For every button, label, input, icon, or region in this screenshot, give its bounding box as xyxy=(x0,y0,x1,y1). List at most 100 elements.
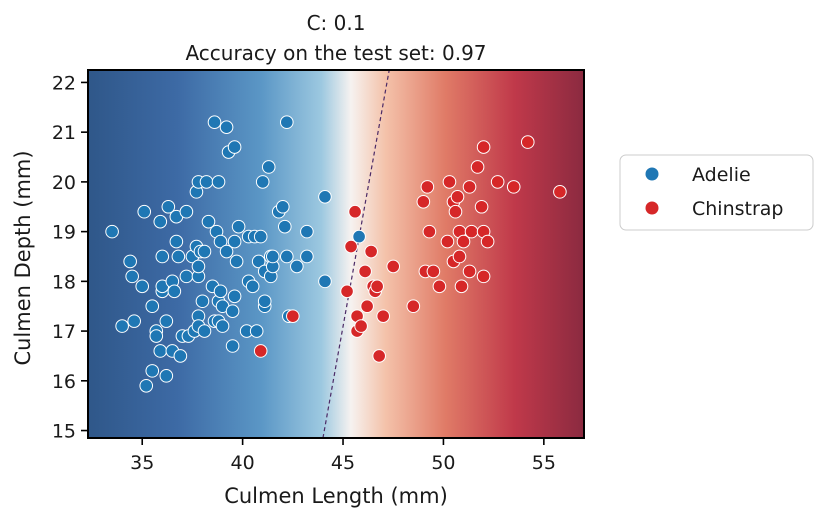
point-chinstrap xyxy=(360,299,374,314)
point-chinstrap xyxy=(476,140,491,154)
point-adelie xyxy=(159,369,174,383)
point-adelie xyxy=(300,224,314,239)
y-tick-label: 18 xyxy=(52,271,76,293)
point-chinstrap xyxy=(376,309,390,323)
point-chinstrap xyxy=(464,224,479,239)
point-adelie xyxy=(249,324,264,338)
point-adelie xyxy=(225,339,240,353)
plot-area xyxy=(87,69,585,439)
point-adelie xyxy=(155,249,170,264)
point-adelie xyxy=(219,120,234,134)
point-chinstrap xyxy=(476,269,491,284)
plot-frame xyxy=(87,69,585,439)
x-tick-label: 55 xyxy=(532,452,556,474)
point-adelie xyxy=(127,314,141,328)
point-chinstrap xyxy=(452,249,467,264)
y-tick-label: 21 xyxy=(52,122,76,144)
point-chinstrap xyxy=(416,194,431,209)
x-tick-label: 45 xyxy=(331,452,355,474)
point-chinstrap xyxy=(340,284,354,299)
x-axis-label: Culmen Length (mm) xyxy=(224,484,448,508)
point-chinstrap xyxy=(253,344,268,358)
y-tick-label: 19 xyxy=(52,222,76,244)
point-chinstrap xyxy=(348,204,362,219)
point-chinstrap xyxy=(432,279,447,294)
point-adelie xyxy=(153,214,168,229)
point-adelie xyxy=(159,314,174,328)
point-adelie xyxy=(207,115,222,130)
point-adelie xyxy=(105,224,119,239)
point-adelie xyxy=(280,115,294,130)
legend-label-chinstrap: Chinstrap xyxy=(692,198,784,220)
point-chinstrap xyxy=(406,299,421,314)
legend-label-adelie: Adelie xyxy=(692,164,751,186)
y-tick-label: 15 xyxy=(52,421,76,443)
point-adelie xyxy=(253,229,268,244)
point-chinstrap xyxy=(462,264,477,279)
point-chinstrap xyxy=(462,180,477,194)
point-chinstrap xyxy=(474,199,489,214)
y-axis-ticks: 15 16 17 18 19 20 21 22 xyxy=(52,72,88,443)
point-adelie xyxy=(231,219,246,234)
point-adelie xyxy=(125,269,139,284)
point-adelie xyxy=(318,190,332,204)
point-adelie xyxy=(229,254,244,269)
point-chinstrap xyxy=(470,160,485,174)
point-chinstrap xyxy=(454,279,469,294)
point-adelie xyxy=(137,204,152,219)
point-chinstrap xyxy=(490,175,505,189)
point-adelie xyxy=(145,364,160,378)
legend-box xyxy=(619,154,814,231)
point-adelie xyxy=(219,244,234,259)
point-chinstrap xyxy=(448,204,463,219)
point-adelie xyxy=(225,304,240,318)
point-adelie xyxy=(161,199,176,214)
point-adelie xyxy=(173,349,188,363)
point-chinstrap xyxy=(286,309,300,323)
point-adelie xyxy=(197,324,212,338)
point-adelie xyxy=(171,249,186,264)
point-adelie xyxy=(169,234,184,249)
point-adelie xyxy=(145,299,160,314)
point-adelie xyxy=(227,140,242,154)
point-adelie xyxy=(195,294,210,309)
point-adelie xyxy=(275,199,290,214)
point-adelie xyxy=(227,289,242,304)
point-adelie xyxy=(179,269,194,284)
point-adelie xyxy=(167,284,182,299)
point-adelie xyxy=(153,344,168,358)
point-adelie xyxy=(191,259,206,274)
point-adelie xyxy=(251,254,266,269)
point-adelie xyxy=(197,244,212,259)
legend-marker-adelie xyxy=(645,167,659,181)
y-tick-label: 20 xyxy=(52,172,76,194)
point-adelie xyxy=(201,214,216,229)
point-adelie xyxy=(139,378,154,393)
point-chinstrap xyxy=(450,190,465,204)
point-chinstrap xyxy=(344,239,358,254)
chart-title: C: 0.1 xyxy=(307,11,366,35)
point-chinstrap xyxy=(440,234,455,249)
point-adelie xyxy=(352,229,366,244)
x-tick-label: 40 xyxy=(231,452,255,474)
point-adelie xyxy=(255,175,270,189)
point-adelie xyxy=(300,249,314,264)
point-adelie xyxy=(277,219,292,234)
point-chinstrap xyxy=(426,264,441,279)
point-chinstrap xyxy=(420,180,435,194)
x-tick-label: 50 xyxy=(431,452,455,474)
point-adelie xyxy=(179,204,194,219)
y-tick-label: 17 xyxy=(52,321,76,343)
point-chinstrap xyxy=(358,264,372,279)
point-adelie xyxy=(211,175,226,189)
point-chinstrap xyxy=(520,135,535,149)
y-axis-label: Culmen Depth (mm) xyxy=(11,150,35,365)
point-chinstrap xyxy=(386,259,401,274)
legend: Adelie Chinstrap xyxy=(619,154,814,231)
point-adelie xyxy=(245,279,260,294)
point-adelie xyxy=(199,175,214,189)
x-axis-ticks: 35 40 45 50 55 xyxy=(130,438,556,474)
point-chinstrap xyxy=(364,244,378,259)
x-tick-label: 35 xyxy=(130,452,154,474)
point-adelie xyxy=(318,274,332,289)
